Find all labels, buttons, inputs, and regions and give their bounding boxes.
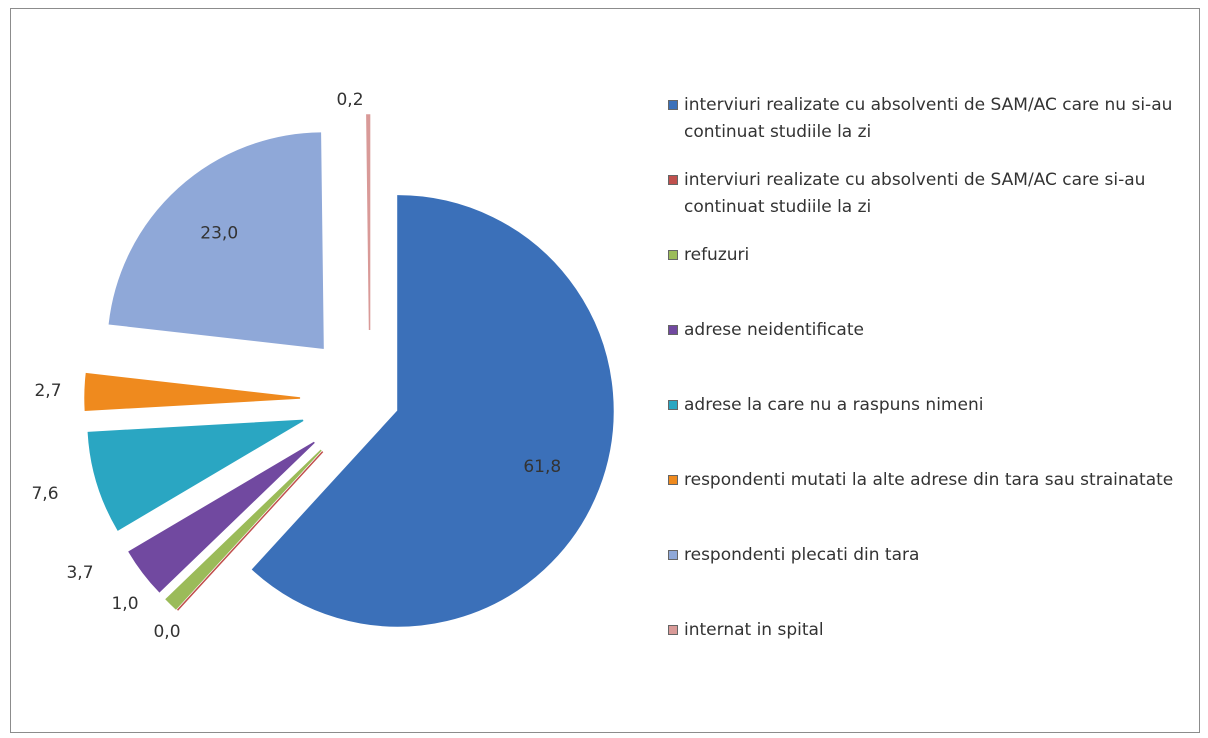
legend-swatch xyxy=(668,175,678,185)
legend-item: refuzuri xyxy=(668,242,1198,317)
legend-label: respondenti plecati din tara xyxy=(684,545,920,565)
legend-swatch xyxy=(668,475,678,485)
pie-slice xyxy=(87,419,304,531)
pie-slice xyxy=(366,114,371,331)
legend-item: respondenti plecati din tara xyxy=(668,542,1198,617)
pie-slice xyxy=(176,451,324,611)
data-label: 3,7 xyxy=(66,563,93,583)
data-label: 7,6 xyxy=(31,484,58,504)
data-label: 61,8 xyxy=(523,457,561,477)
legend-label: respondenti mutati la alte adrese din ta… xyxy=(684,470,1174,490)
legend-label: interviuri realizate cu absolventi de SA… xyxy=(684,95,1173,142)
pie-slice xyxy=(165,449,322,610)
legend-item: adrese la care nu a raspuns nimeni xyxy=(668,392,1198,467)
data-label: 0,0 xyxy=(153,622,180,642)
pie-slice xyxy=(108,132,324,349)
legend-swatch xyxy=(668,400,678,410)
data-label: 1,0 xyxy=(111,594,138,614)
pie-slice xyxy=(251,195,614,627)
legend: interviuri realizate cu absolventi de SA… xyxy=(668,92,1198,692)
pie-slice xyxy=(128,441,315,593)
data-label: 23,0 xyxy=(200,223,238,243)
data-label: 2,7 xyxy=(34,381,61,401)
legend-item: adrese neidentificate xyxy=(668,317,1198,392)
legend-item: internat in spital xyxy=(668,617,1198,692)
data-label: 0,2 xyxy=(336,90,363,110)
legend-label: internat in spital xyxy=(684,620,824,640)
pie-slice xyxy=(84,372,301,411)
legend-label: adrese neidentificate xyxy=(684,320,864,340)
legend-item: respondenti mutati la alte adrese din ta… xyxy=(668,467,1198,542)
legend-item: interviuri realizate cu absolventi de SA… xyxy=(668,92,1198,167)
legend-swatch xyxy=(668,325,678,335)
legend-label: refuzuri xyxy=(684,245,750,265)
legend-swatch xyxy=(668,550,678,560)
legend-label: interviuri realizate cu absolventi de SA… xyxy=(684,170,1146,217)
legend-swatch xyxy=(668,250,678,260)
legend-label: adrese la care nu a raspuns nimeni xyxy=(684,395,984,415)
chart-frame xyxy=(10,8,1200,733)
legend-swatch xyxy=(668,625,678,635)
legend-item: interviuri realizate cu absolventi de SA… xyxy=(668,167,1198,242)
legend-swatch xyxy=(668,100,678,110)
